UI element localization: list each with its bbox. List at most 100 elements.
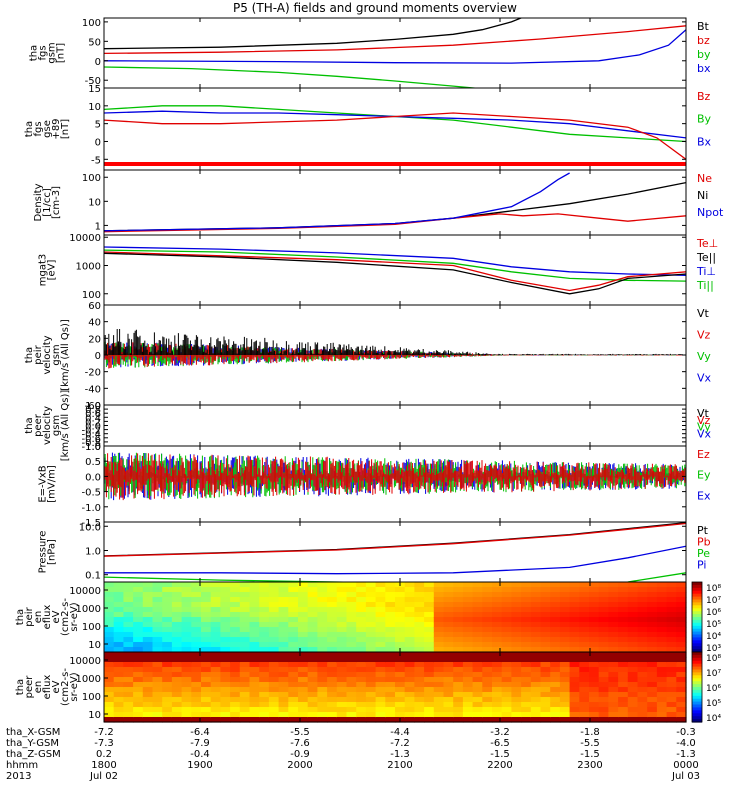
y-axis-label: tha <box>24 347 35 363</box>
x-tick-label: 2100 <box>387 760 412 771</box>
y-tick-label: 1000 <box>76 604 101 615</box>
y-axis-label: [km/s (All Qs)] <box>60 390 71 462</box>
x-tick-label: 2000 <box>287 760 312 771</box>
legend-Ex: Ex <box>697 489 711 502</box>
series-line-pressure-Pb <box>104 522 686 557</box>
legend-Bz: Bz <box>697 90 711 103</box>
y-tick-label: 1.0 <box>85 401 101 412</box>
y-axis-label: eflux <box>42 675 53 700</box>
y-tick-label: 40 <box>88 318 101 329</box>
colorbar-tick-label: 10⁷ <box>706 669 721 679</box>
y-axis-label: velocity <box>42 335 53 374</box>
x-tick-label: 0.2 <box>96 749 112 760</box>
series-line-fgs-bx <box>104 29 686 64</box>
y-axis-label: [nPa] <box>47 539 58 565</box>
series-line-pressure-Pi <box>104 545 686 575</box>
y-tick-label: -50 <box>85 76 101 87</box>
series-line-fgs_gse-Bx <box>104 110 686 139</box>
x-tick-label: -6.4 <box>190 727 210 738</box>
y-tick-label: 0.5 <box>85 457 101 468</box>
y-axis-label: fgs <box>33 121 44 136</box>
x-tick-label: 0000 <box>673 760 698 771</box>
x-tick-label: 2200 <box>487 760 512 771</box>
y-tick-label: 0.0 <box>85 422 101 433</box>
colorbar-tick-label: 10⁸ <box>706 584 721 594</box>
colorbar-tick-label: 10⁸ <box>706 654 721 664</box>
x-tick-label: -3.2 <box>490 727 510 738</box>
legend-Ni: Ni <box>697 189 708 202</box>
y-tick-label: 10.0 <box>79 522 101 533</box>
x-tick-label: -7.2 <box>94 727 114 738</box>
y-axis-label: [nT] <box>60 119 71 139</box>
series-line-fgs-by <box>104 66 481 88</box>
x-tick-label: -5.5 <box>580 738 600 749</box>
y-tick-label: -5 <box>91 155 101 166</box>
colorbar-tick-label: 10⁵ <box>706 699 721 709</box>
colorbar-tick-label: 10⁴ <box>706 632 721 642</box>
x-tick-label: -7.3 <box>94 738 114 749</box>
y-tick-label: 5 <box>95 120 101 131</box>
x-tick-label: 1900 <box>187 760 212 771</box>
y-tick-label: 0.4 <box>85 413 101 424</box>
panel-temp <box>103 234 687 306</box>
colorbar-peer_eflux <box>691 651 703 723</box>
y-tick-label: 0.6 <box>85 409 101 420</box>
y-axis-label: en <box>33 611 44 624</box>
y-axis-label: (cm2-s- <box>60 668 71 706</box>
y-axis-label: peir <box>24 606 35 626</box>
panel-peir_eflux <box>103 581 703 653</box>
x-tick-label: -6.5 <box>490 738 510 749</box>
y-axis-label: [nT] <box>56 43 67 63</box>
colorbar-tick-label: 10⁷ <box>706 596 721 606</box>
series-line-temp-Te <box>104 252 686 295</box>
legend-bx: bx <box>697 62 711 75</box>
series-line-density-Npot <box>104 172 570 232</box>
legend-Vy: Vy <box>697 350 711 363</box>
y-axis-label: peir <box>33 344 44 364</box>
y-tick-label: 100 <box>82 692 101 703</box>
y-tick-label: 60 <box>88 301 101 312</box>
y-axis-label: eV <box>51 680 62 693</box>
series-line-density-Ne <box>104 213 686 233</box>
panel-peer_vel <box>103 404 687 447</box>
y-tick-label: 10 <box>88 102 101 113</box>
x-row-label: hhmm <box>6 760 38 771</box>
y-axis-label: [1/cc] <box>42 188 53 217</box>
y-tick-label: 1 <box>95 221 101 232</box>
y-tick-label: 100 <box>82 622 101 633</box>
y-tick-label: 0.2 <box>85 417 101 428</box>
y-axis-label: en <box>33 681 44 694</box>
y-tick-label: 20 <box>88 334 101 345</box>
y-axis-label: velocity <box>42 406 53 445</box>
y-tick-label: -1.0 <box>81 442 101 453</box>
x-tick-label: -0.9 <box>290 749 310 760</box>
y-tick-label: 50 <box>88 37 101 48</box>
series-line-fgs_gse-Bz <box>104 112 686 160</box>
x-tick-label: -7.2 <box>390 738 410 749</box>
y-tick-label: 10000 <box>69 233 101 244</box>
chart-title: P5 (TH-A) fields and ground moments over… <box>233 1 517 15</box>
y-axis-label: eV <box>51 610 62 623</box>
y-tick-label: -0.6 <box>81 434 101 445</box>
legend-Pe: Pe <box>697 547 710 560</box>
y-tick-label: 0 <box>95 351 101 362</box>
x-tick-label: -1.3 <box>676 749 696 760</box>
x-tick-label: -4.0 <box>676 738 696 749</box>
y-axis-label: Pressure <box>38 531 49 574</box>
y-tick-label: -0.8 <box>81 438 101 449</box>
x-tick-label: -7.6 <box>290 738 310 749</box>
y-tick-label: 10000 <box>69 586 101 597</box>
x-tick-label: -1.5 <box>580 749 600 760</box>
y-tick-label: 100 <box>82 18 101 29</box>
legend-Ne: Ne <box>697 172 712 185</box>
colorbar-tick-label: 10⁵ <box>706 620 721 630</box>
legend-Bx: Bx <box>697 135 712 148</box>
legend-Vt: Vt <box>697 407 710 420</box>
y-tick-label: -20 <box>85 368 101 379</box>
legend-Vx: Vx <box>697 372 712 385</box>
series-line-pressure-Pe <box>104 572 686 582</box>
legend-Ti: Ti⊥ <box>696 265 716 278</box>
y-axis-label: gse <box>42 120 53 138</box>
